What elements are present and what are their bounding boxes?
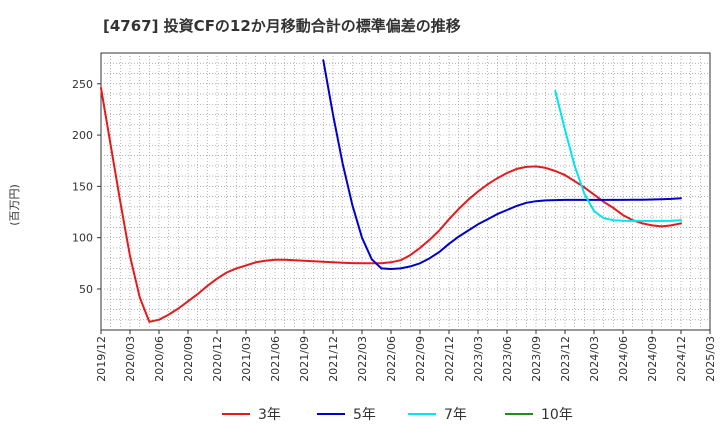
x-tick-label: 2019/12 — [95, 336, 108, 382]
x-tick-label: 2020/06 — [153, 336, 166, 382]
x-tick-label: 2024/06 — [617, 336, 630, 382]
x-tick-label: 2024/12 — [675, 336, 688, 382]
x-tick-label: 2020/12 — [211, 336, 224, 382]
chart-title: [4767] 投資CFの12か月移動合計の標準偏差の推移 — [103, 17, 461, 35]
x-tick-label: 2021/12 — [327, 336, 340, 382]
legend: 3年 5年 7年 10年 — [222, 407, 573, 423]
x-tick-label: 2021/06 — [269, 336, 282, 382]
grid-lines — [101, 53, 710, 330]
y-tick-label: 200 — [72, 129, 93, 142]
x-tick-label: 2023/03 — [472, 336, 485, 382]
x-tick-label: 2022/12 — [443, 336, 456, 382]
legend-label: 7年 — [444, 407, 467, 423]
x-tick-label: 2022/03 — [356, 336, 369, 382]
x-tick-label: 2023/12 — [559, 336, 572, 382]
y-axis-label: (百万円) — [8, 184, 21, 226]
series-line — [554, 90, 682, 222]
x-tick-label: 2021/03 — [240, 336, 253, 382]
x-tick-label: 2025/03 — [704, 336, 717, 382]
x-tick-label: 2021/09 — [298, 336, 311, 382]
y-axis-ticks: 50 100 150 200 250 — [72, 78, 101, 296]
legend-label: 10年 — [541, 407, 573, 423]
x-tick-label: 2024/09 — [646, 336, 659, 382]
plot-area — [100, 52, 711, 331]
y-tick-label: 150 — [72, 180, 93, 193]
x-tick-label: 2022/09 — [414, 336, 427, 382]
x-tick-label: 2023/09 — [530, 336, 543, 382]
series-lines — [100, 59, 682, 323]
series-line — [100, 86, 682, 323]
x-axis-ticks: 2019/12 2020/03 2020/06 2020/09 2020/12 2021/… — [95, 330, 717, 382]
legend-label: 5年 — [353, 407, 376, 423]
x-tick-label: 2023/06 — [501, 336, 514, 382]
x-tick-label: 2020/09 — [182, 336, 195, 382]
legend-label: 3年 — [258, 407, 281, 423]
x-tick-label: 2024/03 — [588, 336, 601, 382]
x-tick-label: 2022/06 — [385, 336, 398, 382]
y-tick-label: 50 — [79, 283, 93, 296]
series-line — [322, 59, 682, 270]
y-tick-label: 250 — [72, 78, 93, 91]
y-tick-label: 100 — [72, 232, 93, 245]
x-tick-label: 2020/03 — [124, 336, 137, 382]
